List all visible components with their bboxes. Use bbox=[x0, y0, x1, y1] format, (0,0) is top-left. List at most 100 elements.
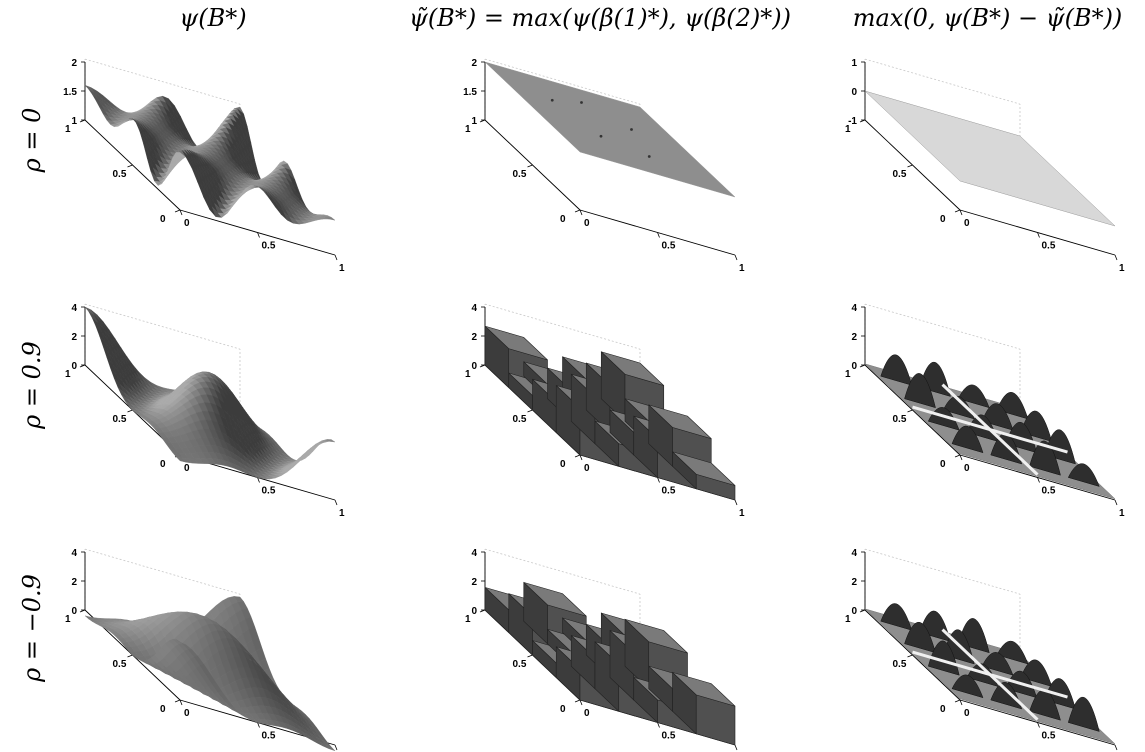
y-tick-label: 0 bbox=[160, 214, 166, 225]
surface-plane bbox=[864, 90, 1116, 227]
grid-line bbox=[484, 58, 641, 105]
y-tick-label: 0.5 bbox=[113, 414, 127, 425]
x-tick-label: 1 bbox=[1119, 263, 1125, 274]
z-tick-label: 0 bbox=[471, 606, 477, 617]
z-tick-label: 2 bbox=[851, 332, 857, 343]
y-tick-label: 1 bbox=[465, 614, 471, 625]
x-tick-label: 0 bbox=[584, 218, 590, 229]
z-tick-label: 4 bbox=[71, 303, 77, 314]
x-tick-label: 1 bbox=[739, 263, 745, 274]
z-tick-label: 4 bbox=[71, 548, 77, 559]
surface-point bbox=[550, 98, 554, 102]
column-title-3: max(0, ψ(B*) − ψ̃(B*)) bbox=[852, 4, 1123, 32]
grid-line bbox=[484, 548, 641, 595]
z-tick-label: 1 bbox=[471, 116, 477, 127]
x-tick-label: 0 bbox=[964, 218, 970, 229]
difference-peak bbox=[1067, 696, 1100, 732]
block-top bbox=[523, 582, 587, 617]
y-tick-label: 0.5 bbox=[893, 659, 907, 670]
x-tick-mark bbox=[657, 477, 660, 483]
surface-point bbox=[580, 101, 583, 104]
y-tick-label: 0.5 bbox=[893, 169, 907, 180]
x-tick-mark bbox=[959, 454, 963, 461]
x-tick-label: 1 bbox=[739, 508, 745, 519]
grid-line bbox=[864, 303, 1021, 350]
y-tick-label: 1 bbox=[65, 614, 71, 625]
y-tick-label: 0 bbox=[940, 704, 946, 715]
column-title-1: ψ(B*) bbox=[179, 4, 247, 32]
z-tick-label: 0 bbox=[851, 606, 857, 617]
grid-line bbox=[864, 58, 1021, 105]
y-tick-label: 0 bbox=[940, 459, 946, 470]
x-tick-label: 0 bbox=[584, 708, 590, 719]
z-tick-label: 4 bbox=[471, 548, 477, 559]
x-tick-mark bbox=[334, 744, 338, 751]
difference-peak bbox=[990, 682, 1023, 710]
z-tick-label: -1 bbox=[848, 116, 857, 127]
x-tick-mark bbox=[257, 477, 260, 483]
y-tick-label: 1 bbox=[845, 124, 851, 135]
column-title-2: ψ̃(B*) = max(ψ(β(1)*), ψ(β(2)*)) bbox=[409, 4, 791, 32]
surface-point bbox=[647, 155, 651, 158]
x-tick-mark bbox=[734, 744, 738, 751]
surface-plane bbox=[484, 61, 736, 198]
x-tick-mark bbox=[1037, 722, 1040, 728]
surface-point bbox=[599, 134, 603, 138]
row-title-3: ρ = −0.9 bbox=[18, 574, 46, 682]
y-tick-mark bbox=[527, 409, 533, 413]
z-tick-label: 0 bbox=[851, 361, 857, 372]
row-title-2: ρ = 0.9 bbox=[18, 341, 46, 429]
surface-patch bbox=[325, 439, 336, 443]
y-tick-label: 0 bbox=[940, 214, 946, 225]
x-tick-mark bbox=[179, 699, 183, 706]
y-tick-label: 1 bbox=[65, 124, 71, 135]
z-tick-label: 2 bbox=[471, 577, 477, 588]
block-top bbox=[601, 351, 664, 386]
x-tick-label: 0 bbox=[584, 463, 590, 474]
x-tick-mark bbox=[1114, 254, 1118, 261]
x-tick-mark bbox=[1037, 477, 1040, 483]
x-tick-label: 0 bbox=[184, 463, 190, 474]
x-tick-mark bbox=[1037, 232, 1040, 238]
flat-surface bbox=[864, 90, 1116, 227]
block-top bbox=[672, 451, 736, 486]
panel-r2-c2: 0 0.5 1 0 0.5 1 0 2 4 bbox=[465, 290, 765, 519]
block-surface bbox=[484, 325, 736, 501]
x-tick-mark bbox=[657, 232, 660, 238]
y-tick-mark bbox=[574, 454, 581, 458]
y-tick-label: 1 bbox=[465, 124, 471, 135]
y-tick-label: 0.5 bbox=[513, 414, 527, 425]
grid-line bbox=[484, 303, 641, 350]
surface-patch bbox=[325, 744, 336, 751]
grid-line bbox=[84, 303, 241, 350]
surface-mesh bbox=[84, 85, 336, 225]
y-tick-mark bbox=[174, 209, 181, 213]
x-tick-mark bbox=[734, 499, 738, 506]
z-tick-label: 2 bbox=[471, 332, 477, 343]
y-tick-label: 1 bbox=[465, 369, 471, 380]
y-tick-label: 0 bbox=[160, 459, 166, 470]
x-tick-label: 0 bbox=[964, 463, 970, 474]
difference-peak bbox=[951, 674, 984, 699]
y-tick-mark bbox=[127, 654, 133, 658]
x-tick-mark bbox=[334, 499, 338, 506]
x-tick-label: 0.5 bbox=[662, 241, 676, 252]
grid-line bbox=[84, 548, 241, 595]
x-tick-label: 0 bbox=[964, 708, 970, 719]
z-tick-label: 1 bbox=[71, 116, 77, 127]
y-tick-mark bbox=[174, 699, 181, 703]
x-tick-mark bbox=[257, 232, 260, 238]
y-tick-label: 1 bbox=[845, 614, 851, 625]
y-tick-label: 0 bbox=[160, 704, 166, 715]
x-tick-label: 1 bbox=[339, 508, 345, 519]
z-tick-label: 2 bbox=[851, 577, 857, 588]
